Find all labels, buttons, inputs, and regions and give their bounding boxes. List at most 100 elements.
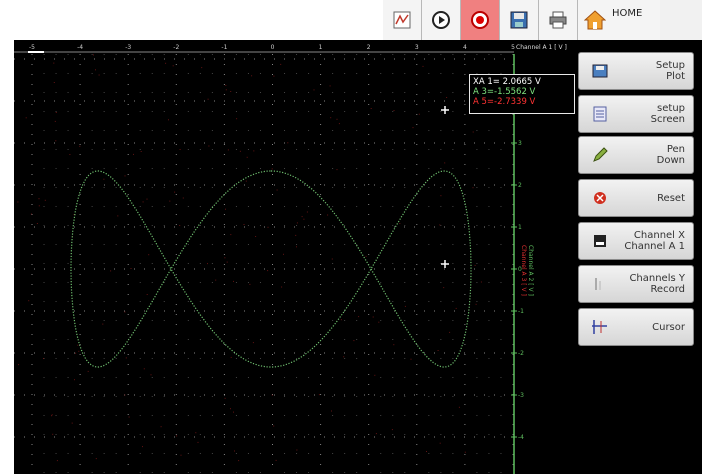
x-tick-label: -4 <box>77 44 83 51</box>
noise-dot <box>226 261 228 263</box>
pen-down-button[interactable]: Pen Down <box>578 136 694 174</box>
noise-dot <box>439 224 441 226</box>
noise-dot <box>374 374 376 376</box>
noise-dot <box>215 279 217 281</box>
setup-plot-button[interactable]: Setup Plot <box>578 52 694 90</box>
trace-icon <box>393 11 411 29</box>
noise-dot <box>283 253 284 255</box>
noise-dot <box>331 410 332 412</box>
noise-dot <box>273 425 275 427</box>
x-tick-label: 3 <box>415 44 419 51</box>
y-tick-label: -3 <box>518 392 524 399</box>
reset-label: Reset <box>657 192 685 204</box>
right-sidebar: Setup Plot setup Screen Pen Down Reset C… <box>576 40 702 474</box>
setup-plot-label: Setup Plot <box>655 60 685 82</box>
noise-dot <box>458 406 460 408</box>
print-icon <box>549 11 567 29</box>
noise-dot <box>252 342 254 344</box>
noise-dot <box>75 352 77 354</box>
reset-button[interactable]: Reset <box>578 179 694 217</box>
noise-dot <box>148 254 150 256</box>
noise-dot <box>234 450 235 452</box>
noise-dot <box>329 85 331 87</box>
setup-screen-button[interactable]: setup Screen <box>578 95 694 133</box>
noise-dot <box>318 394 320 396</box>
noise-dot <box>74 379 75 381</box>
noise-dot <box>71 422 73 424</box>
noise-dot <box>267 270 269 272</box>
print-button[interactable] <box>539 0 578 40</box>
record-button[interactable] <box>461 0 500 40</box>
channels-y-button[interactable]: Channels Y Record <box>578 265 694 303</box>
noise-dot <box>53 62 55 64</box>
noise-dot <box>418 113 420 115</box>
channel-x-button[interactable]: Channel X Channel A 1 <box>578 222 694 260</box>
home-button[interactable]: HOME <box>578 0 660 40</box>
y-axis-title-green: Channel A 2 [ V ] <box>527 245 534 296</box>
noise-dot <box>303 218 305 220</box>
noise-dot <box>176 435 178 437</box>
noise-dot <box>365 255 367 257</box>
cursor-label: Cursor <box>652 321 685 333</box>
home-label: HOME <box>612 8 643 19</box>
noise-dot <box>124 311 126 313</box>
y-tick-label: 0 <box>518 266 522 273</box>
noise-dot <box>238 460 240 462</box>
noise-dot <box>378 321 380 323</box>
record-icon <box>471 11 489 29</box>
noise-dot <box>472 187 474 189</box>
noise-dot <box>444 162 446 164</box>
readout-line-x: XA 1= 2.0665 V <box>473 77 541 87</box>
noise-dot <box>336 169 338 171</box>
noise-dot <box>124 394 126 396</box>
noise-dot <box>443 287 445 289</box>
noise-dot <box>146 294 148 295</box>
noise-dot <box>440 195 442 197</box>
noise-dot <box>98 74 100 76</box>
noise-dot <box>30 213 32 215</box>
channel-x-icon <box>585 226 615 256</box>
x-tick-label: -2 <box>173 44 179 51</box>
printer-icon <box>585 56 615 86</box>
noise-dot <box>426 451 427 452</box>
top-toolbar: HOME <box>383 0 702 41</box>
cursor-button[interactable]: Cursor <box>578 308 694 346</box>
noise-dot <box>375 433 377 435</box>
noise-dot <box>336 118 338 120</box>
noise-dot <box>224 257 226 259</box>
noise-dot <box>168 119 169 121</box>
noise-dot <box>225 89 227 91</box>
trace-button[interactable] <box>383 0 422 40</box>
noise-dot <box>224 397 226 399</box>
noise-dot <box>165 62 167 64</box>
noise-dot <box>51 415 52 417</box>
noise-dot <box>38 198 40 200</box>
noise-dot <box>464 451 466 453</box>
noise-dot <box>372 316 374 318</box>
play-button[interactable] <box>422 0 461 40</box>
noise-dot <box>233 411 234 413</box>
y-tick-label: -1 <box>518 308 524 315</box>
save-button[interactable] <box>500 0 539 40</box>
noise-dot <box>197 441 199 443</box>
noise-dot <box>56 460 58 462</box>
noise-dot <box>246 156 248 158</box>
noise-dot <box>230 356 232 358</box>
noise-dot <box>271 394 273 396</box>
noise-dot <box>160 426 162 428</box>
noise-dot <box>446 97 448 98</box>
noise-dot <box>110 270 112 272</box>
noise-dot <box>330 117 332 119</box>
noise-dot <box>230 234 232 236</box>
noise-dot <box>391 429 393 431</box>
noise-dot <box>239 150 241 152</box>
noise-dot <box>412 127 414 129</box>
x-tick-label: 5 <box>511 44 515 51</box>
noise-dot <box>28 300 30 302</box>
noise-dot <box>301 216 303 218</box>
cursor-readout: XA 1= 2.0665 V A 3=-1.5562 V A 5=-2.7339… <box>469 74 575 114</box>
noise-dot <box>207 263 208 265</box>
noise-dot <box>179 225 181 226</box>
save-icon <box>510 11 528 29</box>
